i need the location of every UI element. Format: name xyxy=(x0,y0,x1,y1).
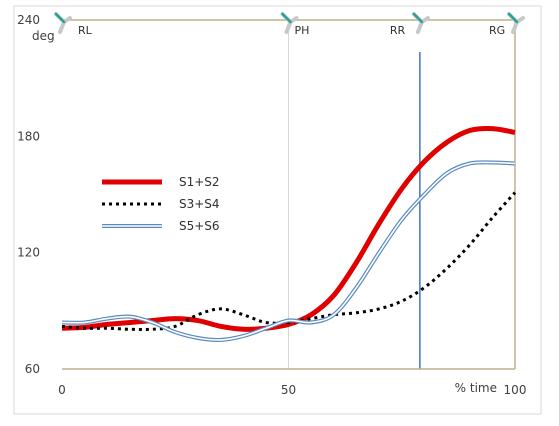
x-axis-title: % time xyxy=(455,381,497,395)
legend-s1-s2-label: S1+S2 xyxy=(179,175,220,189)
y-tick-label: 180 xyxy=(17,129,40,143)
posture-icon-accent xyxy=(281,12,292,24)
posture-icon-accent xyxy=(54,12,66,24)
posture-icon-accent xyxy=(412,12,424,24)
y-tick-label: 120 xyxy=(17,246,40,260)
x-tick-label: 50 xyxy=(281,383,296,397)
legend: S1+S2 S3+S4 S5+S6 xyxy=(102,175,220,233)
phase-label-rg: RG xyxy=(489,24,505,37)
y-unit-label: deg xyxy=(32,29,55,43)
legend-s3-s4-label: S3+S4 xyxy=(179,197,220,211)
phase-label-ph: PH xyxy=(295,24,310,37)
phase-label-rr: RR xyxy=(390,24,406,37)
x-tick-label: 100 xyxy=(504,383,527,397)
series-layer xyxy=(61,125,517,342)
axis-layer: 60 120 180 240 deg 0 50 100 % time xyxy=(17,13,526,397)
y-tick-label: 240 xyxy=(17,13,40,27)
phase-label-rl: RL xyxy=(78,24,93,37)
phase-marker-ph xyxy=(280,12,299,34)
y-tick-label: 60 xyxy=(25,362,40,376)
outer-border xyxy=(13,5,542,415)
x-tick-label: 0 xyxy=(58,383,66,397)
posture-icon-accent xyxy=(507,12,519,24)
series-s1-s2-line xyxy=(61,125,516,332)
phase-layer: RL PH RR RG xyxy=(54,12,525,37)
series-s5-s6-line-inner xyxy=(61,161,516,341)
phase-marker-rl xyxy=(54,12,72,34)
legend-s5-s6-label: S5+S6 xyxy=(179,219,220,233)
phase-marker-rg xyxy=(507,12,525,34)
phase-marker-rr xyxy=(411,12,430,34)
